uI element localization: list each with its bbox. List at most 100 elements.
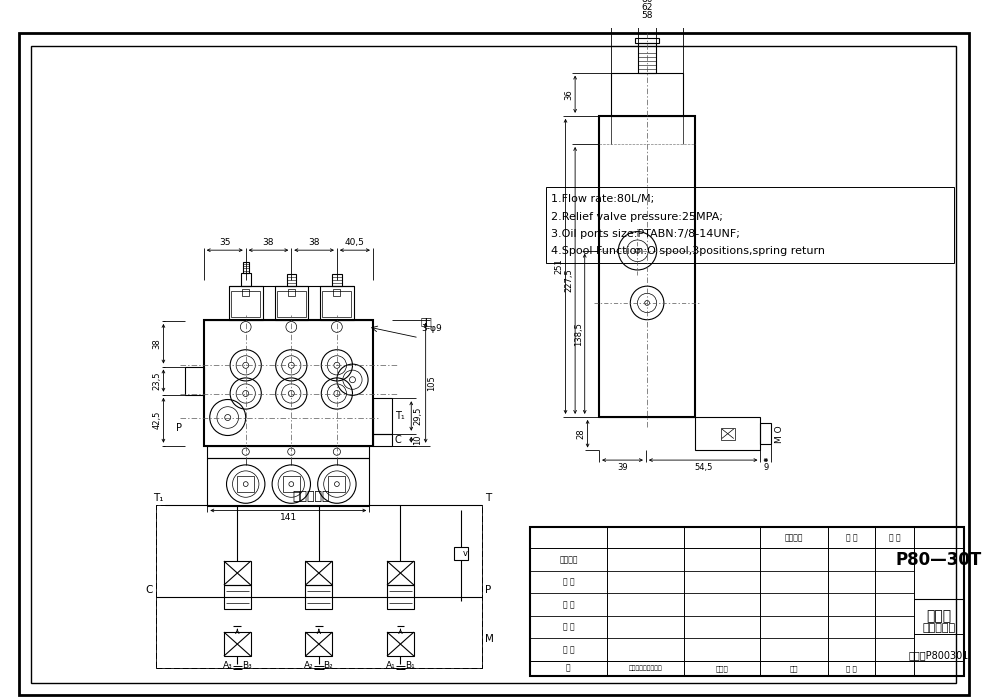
Circle shape — [645, 300, 649, 305]
Bar — [373, 398, 392, 434]
Text: 审 批: 审 批 — [563, 578, 574, 587]
Text: B₃: B₃ — [242, 661, 252, 670]
Bar — [546, 187, 954, 263]
Text: A₃: A₃ — [223, 661, 233, 670]
Text: P80—30T: P80—30T — [896, 551, 982, 569]
Circle shape — [243, 363, 249, 368]
Text: M: M — [485, 634, 494, 644]
Text: 39: 39 — [617, 463, 628, 472]
Text: 3-φ9: 3-φ9 — [421, 324, 442, 333]
Circle shape — [243, 391, 249, 396]
Text: 58: 58 — [641, 10, 653, 20]
Text: 制 图: 制 图 — [563, 622, 574, 631]
Bar — [328, 476, 345, 493]
Circle shape — [225, 414, 231, 421]
Bar — [224, 561, 251, 585]
Text: 液压原理图: 液压原理图 — [292, 490, 330, 503]
Bar — [387, 584, 414, 608]
Text: 制: 制 — [566, 664, 571, 673]
Circle shape — [349, 377, 355, 383]
Bar — [229, 286, 263, 320]
Bar — [320, 286, 354, 320]
Text: 28: 28 — [577, 428, 586, 439]
Text: 审定及更改依据标准: 审定及更改依据标准 — [628, 666, 662, 671]
Bar — [156, 505, 482, 668]
Text: 38: 38 — [153, 338, 162, 349]
Bar — [275, 286, 308, 320]
Text: 36: 36 — [564, 89, 573, 99]
Bar — [224, 632, 251, 656]
Text: P: P — [485, 584, 491, 594]
Bar — [695, 417, 760, 451]
Bar — [635, 38, 659, 43]
Text: 2.Relief valve pressure:25MPA;: 2.Relief valve pressure:25MPA; — [551, 211, 723, 221]
Bar — [611, 73, 683, 116]
Text: C: C — [395, 435, 402, 444]
Bar — [185, 367, 204, 395]
Text: 编号：P800301: 编号：P800301 — [909, 650, 969, 660]
Text: 40,5: 40,5 — [345, 238, 365, 247]
Text: 105: 105 — [428, 374, 437, 391]
Text: 工艺批准: 工艺批准 — [559, 555, 578, 564]
Text: 通孔: 通孔 — [421, 316, 433, 326]
Text: 62: 62 — [641, 3, 653, 12]
Text: A₂: A₂ — [304, 661, 314, 670]
Text: 批准单位: 批准单位 — [785, 533, 803, 542]
Bar — [760, 423, 771, 445]
Bar — [454, 547, 468, 560]
Circle shape — [635, 248, 640, 253]
Text: 54,5: 54,5 — [694, 463, 712, 472]
Bar — [156, 505, 482, 668]
Circle shape — [334, 482, 339, 486]
Bar — [638, 43, 656, 73]
Text: 29,5: 29,5 — [413, 407, 422, 425]
Text: 227,5: 227,5 — [564, 269, 573, 293]
Bar — [305, 584, 332, 608]
Bar — [332, 274, 342, 286]
Bar — [305, 632, 332, 656]
Text: 38: 38 — [263, 238, 274, 247]
Text: 比 例: 比 例 — [889, 533, 900, 542]
Text: 审 图: 审 图 — [563, 600, 574, 609]
Text: 更改人: 更改人 — [716, 665, 728, 671]
Circle shape — [288, 391, 294, 396]
Text: T₁: T₁ — [395, 411, 405, 421]
Bar — [283, 476, 300, 493]
Bar — [207, 446, 369, 458]
Text: T: T — [485, 494, 491, 503]
Text: 1.Flow rate:80L/M;: 1.Flow rate:80L/M; — [551, 195, 654, 204]
Text: 138,5: 138,5 — [574, 322, 583, 346]
Text: 设 计: 设 计 — [563, 645, 574, 654]
Bar — [373, 434, 392, 446]
Text: 35: 35 — [219, 238, 230, 247]
Text: 23,5: 23,5 — [153, 372, 162, 390]
Bar — [237, 476, 254, 493]
Bar — [288, 288, 295, 296]
Text: 38: 38 — [308, 238, 320, 247]
Text: 日期: 日期 — [790, 665, 798, 671]
Text: B₁: B₁ — [405, 661, 415, 670]
Bar — [387, 561, 414, 585]
Bar — [224, 584, 251, 608]
Bar — [387, 632, 414, 656]
Text: 251: 251 — [555, 258, 564, 274]
Bar — [277, 291, 306, 317]
Bar — [333, 288, 340, 296]
Text: B₂: B₂ — [324, 661, 333, 670]
Text: 141: 141 — [280, 513, 297, 522]
Bar — [305, 561, 332, 585]
Text: A₁: A₁ — [386, 661, 396, 670]
Text: 10: 10 — [413, 435, 422, 445]
Text: v: v — [463, 549, 468, 558]
Circle shape — [289, 482, 294, 486]
Text: 质 量: 质 量 — [846, 533, 857, 542]
Circle shape — [334, 363, 340, 368]
Text: 外型尺寸图: 外型尺寸图 — [922, 623, 955, 633]
Circle shape — [288, 363, 294, 368]
Text: 9: 9 — [763, 463, 768, 472]
Text: 80: 80 — [641, 0, 653, 4]
Text: 3.Oil ports size:PTABN:7/8-14UNF;: 3.Oil ports size:PTABN:7/8-14UNF; — [551, 229, 740, 239]
Bar — [530, 527, 964, 676]
Text: 42,5: 42,5 — [153, 411, 162, 429]
Text: 4.Spool Function:O spool,3positions,spring return: 4.Spool Function:O spool,3positions,spri… — [551, 246, 825, 256]
